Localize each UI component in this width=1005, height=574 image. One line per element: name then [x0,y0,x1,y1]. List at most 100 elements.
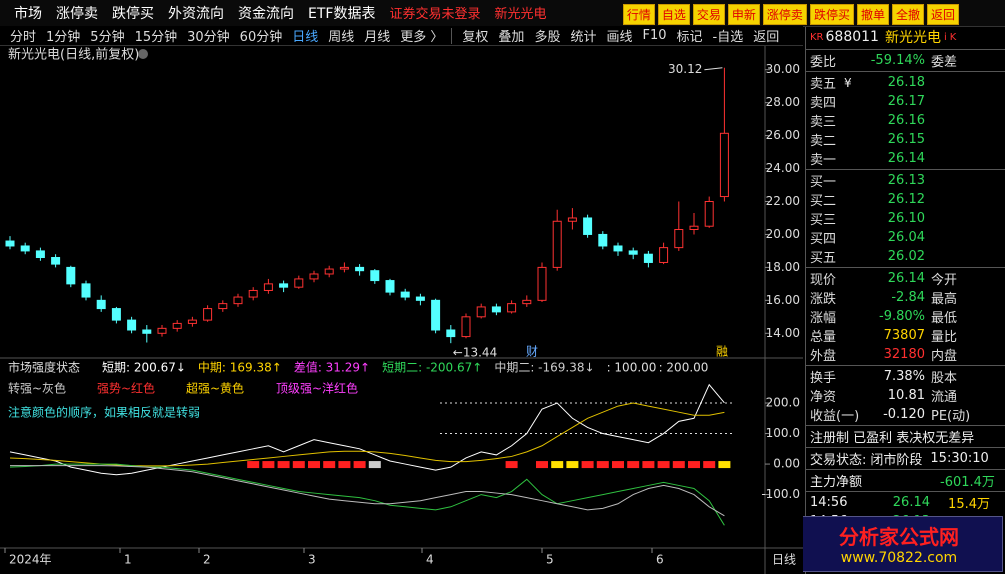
candle-body [248,289,258,298]
tool-button[interactable]: 画线 [606,30,633,45]
quick-button[interactable]: 交易 [692,4,725,25]
event-mark: 融 [716,345,728,359]
bid: 买四 26.04 [806,228,1005,247]
sep [806,71,1005,72]
candle-body [263,283,273,291]
title-dropdown[interactable] [138,49,148,59]
menu-item[interactable]: 外资流向 [168,6,224,22]
candle-body [689,225,699,231]
period-tab[interactable]: 15分钟 [134,30,178,45]
period-tab[interactable]: 1分钟 [46,30,81,45]
signal-block [718,461,731,469]
tool-button[interactable]: 统计 [570,30,597,45]
ask: 卖三 26.16 [806,111,1005,130]
candle-body [51,257,61,265]
candle-body [674,229,684,249]
candle-body [583,217,593,235]
menu-item[interactable]: 涨停卖 [56,6,98,22]
quick-button[interactable]: 全撤 [891,4,924,25]
y-tick-label: 26.00 [766,128,800,142]
signal-block [703,461,716,469]
tool-button[interactable]: F10 [642,28,667,43]
stat: 总量 73807 量比 [806,326,1005,345]
y-tick-label: 0.00 [773,457,800,471]
stock-flag: i [943,31,947,43]
period-tab[interactable]: 5分钟 [90,30,125,45]
signal-block [262,461,275,469]
tick-row: 14:56 26.14 15.4万 [806,493,1005,512]
period-tab[interactable]: 30分钟 [187,30,230,45]
ask: 卖四 26.17 [806,92,1005,111]
stat-label2: 今开 [931,273,958,288]
ask: 卖二 26.15 [806,130,1005,149]
signal-block [353,461,366,469]
fund-value: -0.120 [883,407,925,422]
ask-label: 卖三 [810,115,837,130]
quick-button[interactable]: 跌停买 [809,4,854,25]
main-flow: 主力净额 -601.4万 [806,471,1005,490]
tool-button[interactable]: 多股 [534,30,561,45]
quick-button[interactable]: 行情 [622,4,655,25]
bid-value: 26.12 [887,192,925,207]
candle-body [324,268,334,275]
bid: 买三 26.10 [806,209,1005,228]
signal-block [338,461,351,469]
signal-block [566,461,579,469]
fund: 收益(一) -0.120 PE(动) [806,405,1005,424]
currency: ¥ [844,75,852,90]
candle-body [598,233,608,247]
bid-label: 买二 [810,194,837,209]
watermark: 分析家公式网 www.70822.com [795,516,1003,572]
candle-body [613,245,623,252]
candle-body [355,266,365,272]
menu-item[interactable]: ETF数据表 [308,6,376,22]
toolbar: 分时 1分钟 5分钟 15分钟 30分钟 60分钟 日线 周线 月线 更多 〉 复权 叠加 多股 统计 画线… [0,26,803,46]
quick-button[interactable]: 涨停卖 [762,4,807,25]
ask-value: 26.14 [887,151,925,166]
menu-item[interactable]: 资金流向 [238,6,294,22]
status-text: 证券交易未登录 [389,7,481,22]
indicator-value: 中期: 169.38↑ [198,360,282,375]
flow-label: 主力净额 [810,475,863,490]
candle-body [187,319,197,324]
period-tab[interactable]: 日线 [292,30,319,45]
period-tab[interactable]: 月线 [364,30,391,45]
period-tab[interactable]: 周线 [328,30,355,45]
quick-button[interactable]: 自选 [657,4,690,25]
tool-button[interactable]: 复权 [462,30,489,45]
indicator-line [9,463,725,526]
event-mark: 财 [526,345,538,359]
candle-body [81,283,91,298]
menu-item[interactable]: 市场 [14,6,42,22]
period-tab[interactable]: 60分钟 [239,30,283,45]
candle-body [127,319,137,331]
stat-label2: 量比 [931,330,958,345]
indicator-note: 注意颜色的顺序，如果相反就是转弱 [8,405,200,420]
quick-button[interactable]: 申新 [727,4,760,25]
period-tab[interactable]: 分时 [10,30,37,45]
indicator-line [10,465,725,517]
menu-items: 市场 涨停卖 跌停买 外资流向 资金流向 ETF数据表 证券交易未登录 新光光电 [0,3,546,23]
tool-button[interactable]: -自选 [712,30,744,45]
candle-body [567,217,577,222]
signal-block [323,461,336,469]
indicator-legend: 超强~黄色 [186,381,244,396]
menu-item[interactable]: 跌停买 [112,6,154,22]
bid-label: 买五 [810,251,837,266]
indicator-value: 差值: 31.29↑ [294,360,370,375]
candle-body [431,299,441,331]
signal-block [581,461,594,469]
tool-button[interactable]: 叠加 [498,30,525,45]
candle-body [157,327,167,334]
indicator-value: 中期二: -169.38↓ [494,360,594,375]
tool-button[interactable]: 返回 [753,30,780,45]
tool-button[interactable]: 标记 [676,30,703,45]
stat: 外盘 32180 内盘 [806,345,1005,364]
stat: 涨幅 -9.80% 最低 [806,307,1005,326]
period-tab[interactable]: 更多 〉 [400,30,444,45]
fund-label2: 流通 [931,390,958,405]
quick-button[interactable]: 撤单 [856,4,889,25]
quick-buttons: 行情 自选 交易 申新 涨停卖 跌停买 撤单 全撤 返回 [622,4,959,25]
quick-button[interactable]: 返回 [926,4,959,25]
